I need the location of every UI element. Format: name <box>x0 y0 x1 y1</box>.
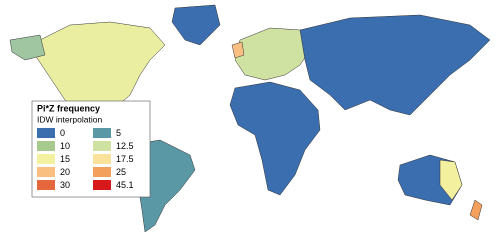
legend-swatch <box>37 128 55 138</box>
legend-label: 45.1 <box>116 180 134 190</box>
africa <box>229 81 321 196</box>
legend-swatch <box>93 141 111 151</box>
legend-swatch <box>37 167 55 177</box>
legend-swatch <box>93 128 111 138</box>
legend: Pi*Z frequency IDW interpolation 0 5 10 12.… <box>31 100 151 198</box>
legend-label: 15 <box>60 154 70 164</box>
legend-label: 25 <box>116 167 126 177</box>
continents <box>9 4 491 233</box>
legend-label: 12.5 <box>116 141 134 151</box>
legend-label: 0 <box>60 128 65 138</box>
legend-swatch <box>37 154 55 164</box>
legend-subtitle: IDW interpolation <box>37 114 102 124</box>
uk <box>231 41 245 59</box>
europe <box>234 27 311 81</box>
legend-label: 17.5 <box>116 154 134 164</box>
asia <box>299 14 491 116</box>
australia-east <box>439 159 463 201</box>
legend-swatch <box>37 180 55 190</box>
legend-label: 5 <box>116 128 121 138</box>
legend-title: Pi*Z frequency <box>37 103 100 113</box>
greenland <box>171 4 221 46</box>
new-zealand <box>469 199 483 221</box>
legend-label: 30 <box>60 180 70 190</box>
legend-swatch <box>93 167 111 177</box>
legend-swatch <box>93 154 111 164</box>
legend-label: 20 <box>60 167 70 177</box>
legend-label: 10 <box>60 141 70 151</box>
alaska <box>9 34 46 61</box>
legend-swatch <box>93 180 111 190</box>
legend-swatch <box>37 141 55 151</box>
